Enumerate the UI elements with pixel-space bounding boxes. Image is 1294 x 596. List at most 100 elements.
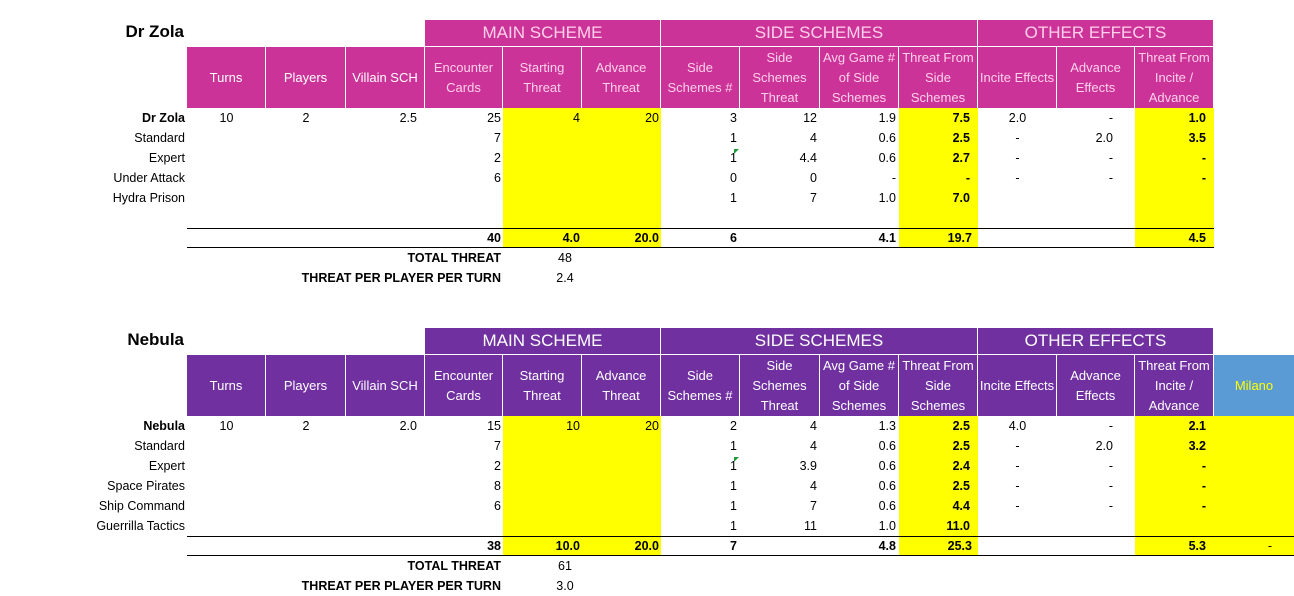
cell-sch: [346, 456, 425, 476]
cell-players: [266, 188, 346, 208]
cell-incite: 4.0: [1008, 419, 1027, 433]
header-players: Players: [266, 47, 346, 108]
cell-start: [503, 496, 582, 516]
cell-side_t: 7: [810, 191, 817, 205]
cell-adv: [582, 496, 661, 516]
header-adv: Advance Threat: [582, 47, 661, 108]
total-tfs: 19.7: [947, 231, 972, 245]
highlight-tfs: [899, 108, 978, 248]
header-adve: Advance Effects: [1057, 355, 1135, 416]
total-threat-value: 48: [558, 251, 572, 265]
cell-turns: [187, 516, 266, 536]
cell-turns: [187, 128, 266, 148]
main-scheme-band: MAIN SCHEME: [425, 328, 660, 354]
cell-enc: 7: [494, 439, 501, 453]
header-enc: Encounter Cards: [425, 47, 503, 108]
total-milano: -: [1267, 539, 1272, 553]
total-adv: 20.0: [634, 231, 659, 245]
header-avg: Avg Game # of Side Schemes: [820, 355, 899, 416]
highlight-tfi: [1135, 416, 1214, 556]
cell-adve: -: [1108, 171, 1113, 185]
cell-side_n: 1: [730, 459, 737, 473]
cell-side_n: 1: [730, 479, 737, 493]
table-section-1: Nebula MAIN SCHEME SIDE SCHEMES OTHER EFFEC…: [0, 308, 1294, 596]
cell-adv: 20: [645, 111, 659, 125]
cell-adv: [582, 516, 661, 536]
cell-side_t: 7: [810, 499, 817, 513]
cell-enc: [425, 516, 503, 536]
total-avg: 4.1: [878, 231, 896, 245]
cell-start: [503, 516, 582, 536]
header-tfs: Threat From Side Schemes: [899, 47, 978, 108]
cell-adv: [582, 476, 661, 496]
cell-adve: [1057, 188, 1135, 208]
cell-enc: 25: [487, 111, 501, 125]
total-enc: 38: [487, 539, 501, 553]
cell-incite: -: [1015, 439, 1020, 453]
row-label: Expert: [148, 459, 185, 473]
header-sch: Villain SCH: [346, 47, 425, 108]
cell-sch: [346, 516, 425, 536]
cell-players: 2: [302, 111, 310, 125]
cell-tfi: [1135, 516, 1214, 536]
cell-enc: 2: [494, 151, 501, 165]
cell-side_n: 1: [730, 191, 737, 205]
total-avg: 4.8: [878, 539, 896, 553]
cell-start: 10: [566, 419, 580, 433]
cell-tfi: -: [1201, 171, 1206, 185]
cell-adv: [582, 456, 661, 476]
totals-rule-bottom: [187, 247, 1214, 248]
row-label: Hydra Prison: [112, 191, 185, 205]
totals-rule-top: [187, 228, 1214, 229]
header-turns: Turns: [187, 355, 266, 416]
cell-incite: [978, 188, 1057, 208]
cell-side_t: 0: [810, 171, 817, 185]
highlight-tfi: [1135, 108, 1214, 248]
cell-adve: -: [1108, 459, 1113, 473]
cell-avg: 0.6: [878, 131, 896, 145]
cell-adve: 2.0: [1095, 131, 1113, 145]
tppt-value: 2.4: [556, 271, 574, 285]
cell-players: 2: [302, 419, 310, 433]
cell-incite: -: [1015, 151, 1020, 165]
header-side_t: Side Schemes Threat: [740, 355, 820, 416]
cell-adv: [582, 148, 661, 168]
row-label: Guerrilla Tactics: [96, 519, 185, 533]
cell-tfs: 2.5: [952, 479, 970, 493]
row-label: Standard: [134, 439, 185, 453]
cell-avg: -: [891, 171, 896, 185]
comment-indicator[interactable]: [734, 149, 739, 154]
cell-sch: [346, 496, 425, 516]
cell-players: [266, 476, 346, 496]
row-label: Under Attack: [113, 171, 185, 185]
header-tfi: Threat From Incite / Advance: [1135, 355, 1214, 416]
cell-players: [266, 516, 346, 536]
cell-adve: -: [1108, 151, 1113, 165]
cell-start: [503, 188, 582, 208]
cell-side_t: 11: [804, 519, 817, 533]
cell-side_n: 1: [730, 519, 737, 533]
header-adve: Advance Effects: [1057, 47, 1135, 108]
cell-avg: 1.3: [878, 419, 896, 433]
cell-tfi: 3.2: [1188, 439, 1206, 453]
header-incite: Incite Effects: [978, 355, 1057, 416]
cell-enc: 15: [487, 419, 501, 433]
cell-adve: -: [1108, 499, 1113, 513]
total-tfi: 4.5: [1188, 231, 1206, 245]
cell-turns: [187, 496, 266, 516]
cell-tfs: 2.4: [952, 459, 970, 473]
cell-tfi: -: [1201, 151, 1206, 165]
cell-avg: 0.6: [878, 459, 896, 473]
comment-indicator[interactable]: [734, 457, 739, 462]
cell-adve: -: [1108, 111, 1113, 125]
cell-avg: 1.0: [878, 191, 896, 205]
table-section-0: Dr Zola MAIN SCHEME SIDE SCHEMES OTHER EFFE…: [0, 0, 1294, 288]
villain-title: Dr Zola: [125, 22, 184, 41]
header-avg: Avg Game # of Side Schemes: [820, 47, 899, 108]
row-label: Nebula: [143, 419, 185, 433]
cell-tfs: 2.5: [952, 419, 970, 433]
header-start: Starting Threat: [503, 355, 582, 416]
cell-side_t: 4: [810, 419, 817, 433]
cell-sch: [346, 436, 425, 456]
cell-sch: [346, 148, 425, 168]
